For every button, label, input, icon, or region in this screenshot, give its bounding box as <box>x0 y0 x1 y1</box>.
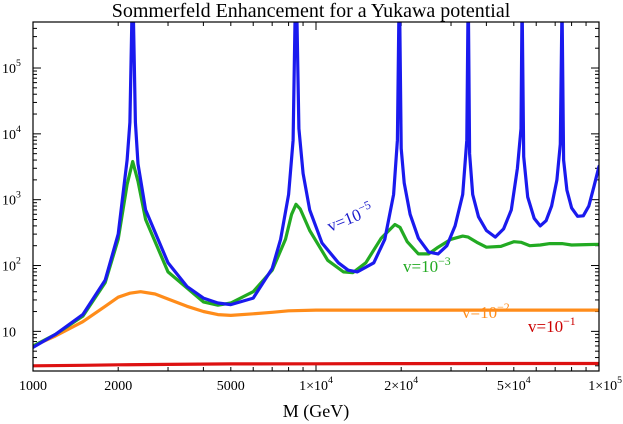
curve-label: v=10−1 <box>528 314 576 336</box>
x-tick-label: 5000 <box>217 379 245 394</box>
chart-title: Sommerfeld Enhancement for a Yukawa pote… <box>112 0 511 22</box>
y-tick-label: 10 <box>2 325 16 340</box>
series-layer <box>33 22 599 366</box>
label-layer: 1000 2000 5000 1×104 2×104 5×104 1×105 10 102 103… <box>2 58 622 394</box>
x-tick-label: 2×104 <box>384 375 418 394</box>
x-tick-label: 2000 <box>104 379 132 394</box>
x-axis-label: M (GeV) <box>283 401 349 422</box>
chart: Sommerfeld Enhancement for a Yukawa pote… <box>0 0 623 424</box>
y-tick-label: 103 <box>2 190 21 209</box>
series-line-minus-2 <box>33 292 599 346</box>
x-tick-label: 5×104 <box>497 375 531 394</box>
x-tick-label: 1×104 <box>299 375 333 394</box>
y-tick-label: 105 <box>2 58 21 77</box>
curve-label: v=10−3 <box>403 254 451 276</box>
y-tick-label: 104 <box>2 124 21 143</box>
y-tick-label: 102 <box>2 256 21 275</box>
x-tick-label: 1×105 <box>588 375 622 394</box>
curve-label: v=10−5 <box>323 197 376 235</box>
curve-label: v=10−2 <box>462 300 510 322</box>
x-tick-label: 1000 <box>19 379 47 394</box>
